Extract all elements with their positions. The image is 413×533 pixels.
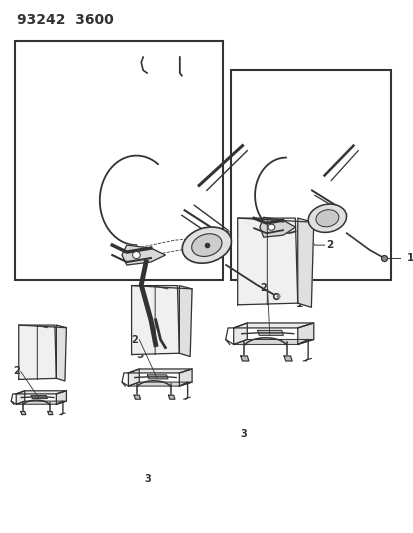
Text: 5: 5 xyxy=(136,350,143,360)
Polygon shape xyxy=(233,323,313,328)
Polygon shape xyxy=(179,286,192,357)
Polygon shape xyxy=(168,395,174,399)
Polygon shape xyxy=(21,411,26,415)
Ellipse shape xyxy=(268,224,274,230)
Text: 3: 3 xyxy=(240,429,247,439)
Polygon shape xyxy=(56,391,66,404)
Polygon shape xyxy=(48,411,53,415)
Text: 3: 3 xyxy=(144,474,150,484)
Polygon shape xyxy=(237,218,297,305)
Ellipse shape xyxy=(191,234,221,256)
Text: 3: 3 xyxy=(256,243,263,253)
Polygon shape xyxy=(56,325,66,381)
Polygon shape xyxy=(128,369,192,373)
Polygon shape xyxy=(128,382,192,386)
Polygon shape xyxy=(259,217,295,237)
Text: 2: 2 xyxy=(326,240,333,250)
Polygon shape xyxy=(179,369,192,386)
Polygon shape xyxy=(147,375,168,379)
Ellipse shape xyxy=(132,252,140,259)
Text: 1: 1 xyxy=(406,253,413,263)
Bar xyxy=(15,41,223,280)
Polygon shape xyxy=(31,395,47,399)
Polygon shape xyxy=(19,325,56,379)
Polygon shape xyxy=(16,401,66,404)
Polygon shape xyxy=(240,356,248,361)
Polygon shape xyxy=(297,323,313,344)
Polygon shape xyxy=(128,369,139,386)
Text: 2: 2 xyxy=(259,283,266,293)
Text: 93242  3600: 93242 3600 xyxy=(17,13,114,27)
Text: 1: 1 xyxy=(295,299,302,309)
Bar xyxy=(230,70,390,280)
Polygon shape xyxy=(122,245,165,265)
Polygon shape xyxy=(16,391,66,394)
Ellipse shape xyxy=(182,227,231,263)
Polygon shape xyxy=(297,218,313,308)
Polygon shape xyxy=(233,323,247,344)
Text: 2: 2 xyxy=(131,335,138,345)
Text: 2: 2 xyxy=(13,367,20,376)
Text: 4: 4 xyxy=(256,230,264,240)
Ellipse shape xyxy=(308,204,346,232)
Polygon shape xyxy=(233,340,313,344)
Polygon shape xyxy=(134,395,140,399)
Polygon shape xyxy=(131,286,179,354)
Ellipse shape xyxy=(315,209,338,227)
Polygon shape xyxy=(257,330,282,335)
Polygon shape xyxy=(16,391,25,404)
Polygon shape xyxy=(283,356,292,361)
